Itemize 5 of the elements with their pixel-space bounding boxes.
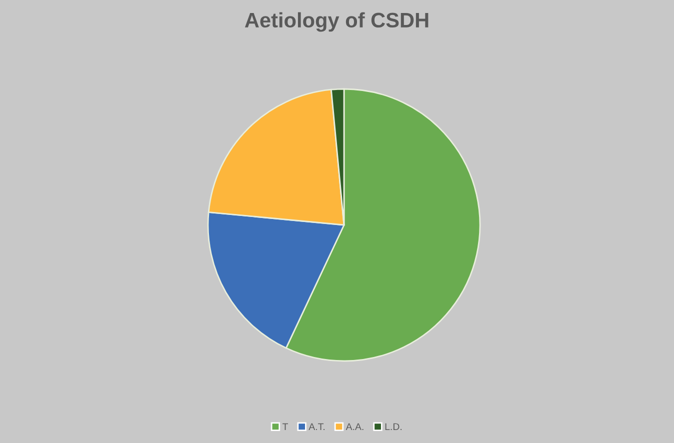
legend-label: A.A.	[346, 423, 364, 430]
legend-label: T	[282, 423, 288, 430]
legend-label: A.T.	[308, 423, 324, 430]
chart-title: Aetiology of CSDH	[244, 12, 428, 32]
legend-label: L.D.	[385, 423, 402, 430]
